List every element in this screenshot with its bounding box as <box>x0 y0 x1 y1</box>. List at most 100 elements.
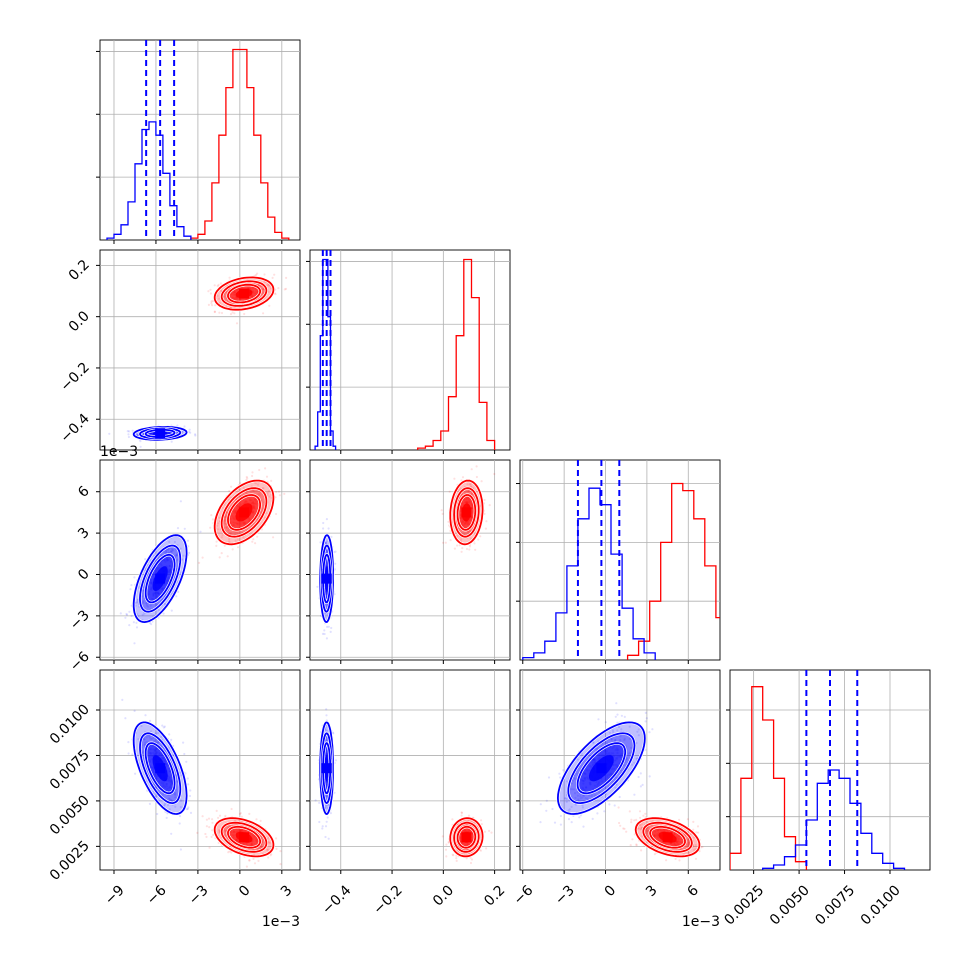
sample-point <box>266 848 270 851</box>
sample-point <box>483 830 487 833</box>
sample-point <box>262 288 265 291</box>
sample-point <box>269 854 272 857</box>
sample-point <box>150 730 153 733</box>
contour-line <box>322 553 332 604</box>
sample-point <box>270 479 273 482</box>
sample-point <box>274 293 277 296</box>
sample-point <box>567 818 571 821</box>
sample-point <box>256 272 259 275</box>
sample-point <box>225 526 228 529</box>
sample-point <box>246 477 249 480</box>
sample-point <box>185 808 188 811</box>
sample-point <box>220 311 224 315</box>
sample-point <box>252 538 255 541</box>
contour-line <box>139 427 182 440</box>
sample-point <box>453 477 456 480</box>
sample-point <box>162 612 165 615</box>
sample-point <box>265 475 269 478</box>
density-peak <box>239 832 250 843</box>
sample-point <box>628 751 632 754</box>
sample-point <box>445 843 448 846</box>
sample-point <box>467 819 470 822</box>
sample-point <box>224 829 227 832</box>
sample-point <box>614 786 617 789</box>
sample-point <box>224 814 227 817</box>
sample-point <box>189 811 193 815</box>
sample-point <box>325 739 328 742</box>
sample-point <box>628 725 631 728</box>
density-peak <box>239 507 250 518</box>
sample-point <box>283 492 286 495</box>
sample-point <box>616 729 619 732</box>
sample-point <box>130 584 133 587</box>
sample-point <box>224 522 227 526</box>
sample-point <box>485 520 488 523</box>
panel-frame <box>99 669 301 871</box>
sample-point <box>245 865 248 868</box>
sample-point <box>625 758 628 761</box>
sample-point <box>648 731 651 734</box>
sample-point <box>224 515 227 518</box>
sample-point <box>108 432 111 435</box>
sample-point <box>586 797 589 800</box>
sample-point <box>224 516 227 519</box>
sample-point <box>135 601 138 604</box>
sample-point <box>619 735 622 738</box>
sample-point <box>460 811 463 814</box>
sample-point <box>483 498 486 502</box>
contour-line <box>319 534 334 624</box>
sample-point <box>324 804 328 807</box>
sample-point <box>157 741 160 744</box>
sample-point <box>179 500 182 503</box>
sample-point <box>459 487 462 490</box>
sample-point <box>596 747 599 751</box>
panel-plot <box>520 670 720 870</box>
x-offset-text: 1e−3 <box>262 914 300 930</box>
sample-point <box>176 527 180 530</box>
sample-point <box>185 760 188 763</box>
sample-point <box>479 535 482 538</box>
sample-point <box>323 632 326 636</box>
sample-point <box>628 737 631 740</box>
sample-point <box>209 526 212 529</box>
sample-point <box>143 738 146 741</box>
sample-point <box>608 803 611 806</box>
sample-point <box>175 776 178 779</box>
sample-point <box>268 495 271 498</box>
sample-point <box>466 490 469 493</box>
sample-point <box>316 585 319 588</box>
sample-point <box>189 431 192 434</box>
sample-point <box>633 819 636 822</box>
sample-point <box>255 482 258 485</box>
contour-line <box>132 721 188 815</box>
sample-point <box>175 553 178 556</box>
sample-point <box>149 604 152 607</box>
panel-plot <box>520 460 720 660</box>
sample-point <box>329 630 332 634</box>
sample-point <box>258 492 261 495</box>
sample-point <box>201 556 204 559</box>
sample-point <box>326 625 329 629</box>
sample-point <box>563 797 567 800</box>
contour-line <box>139 544 182 613</box>
contour-line <box>449 817 484 858</box>
sample-point <box>135 621 138 625</box>
sample-point <box>551 807 554 811</box>
sample-point <box>230 807 233 811</box>
sample-point <box>285 276 288 279</box>
sample-point <box>594 794 597 797</box>
sample-point <box>266 848 269 852</box>
y-tick-label: −0.2 <box>57 359 92 394</box>
sample-point <box>256 483 260 486</box>
sample-point <box>176 424 179 427</box>
sample-point <box>251 540 254 543</box>
histogram-blue <box>522 487 656 660</box>
sample-point <box>168 798 171 801</box>
sample-point <box>467 489 470 492</box>
sample-point <box>174 792 177 795</box>
sample-point <box>441 512 444 516</box>
sample-point <box>171 550 174 553</box>
sample-point <box>597 718 600 721</box>
sample-point <box>559 823 563 826</box>
sample-point <box>475 465 478 468</box>
